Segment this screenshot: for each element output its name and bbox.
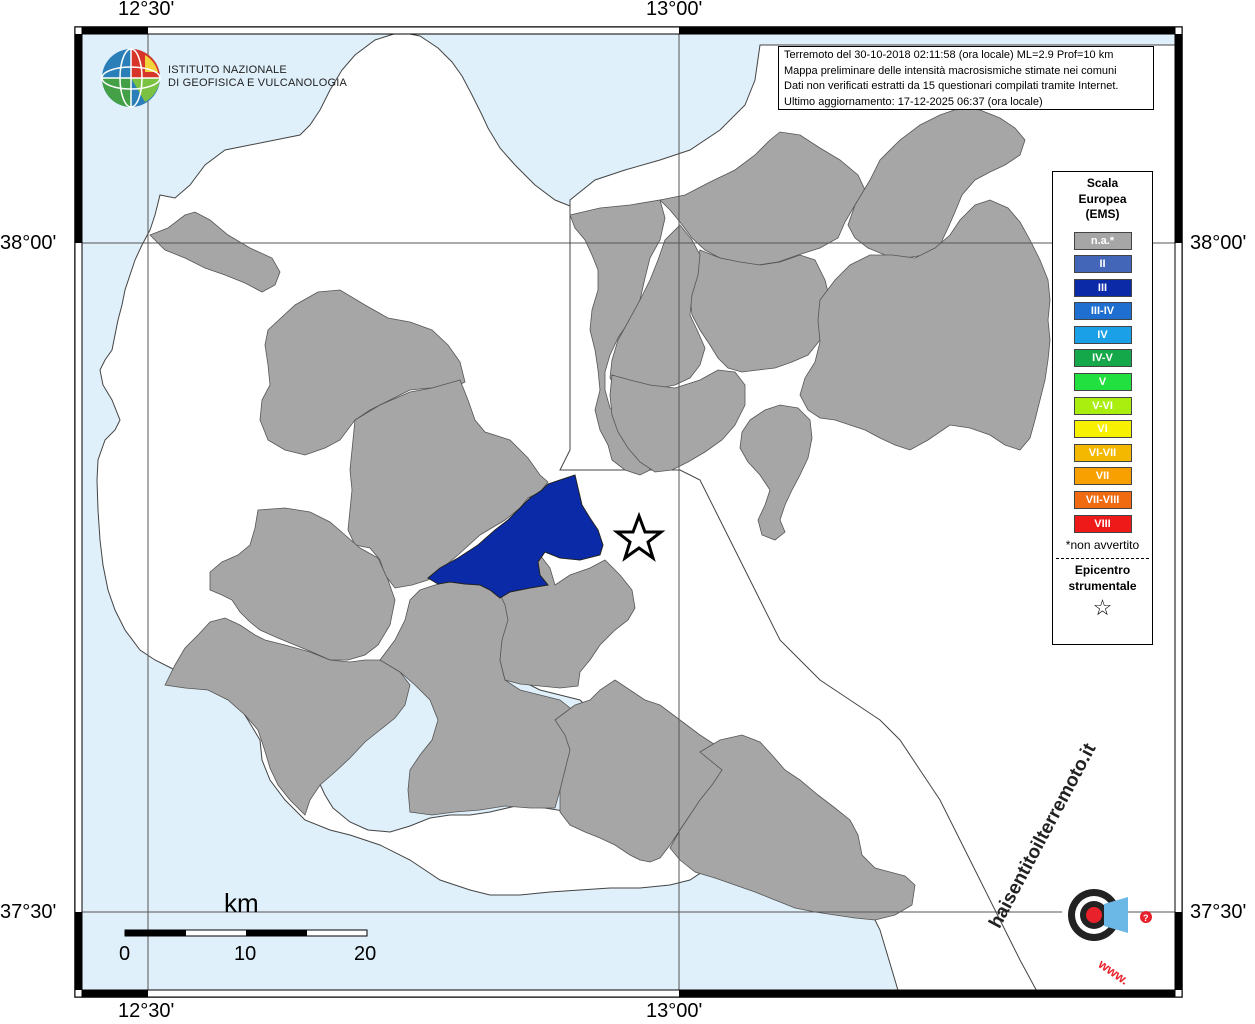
info-line-2: Mappa preliminare delle intensità macros… [784, 64, 1117, 77]
legend-separator [1056, 558, 1149, 560]
legend-item-12: VIII [1073, 514, 1132, 533]
epicenter-star-icon[interactable] [612, 511, 666, 562]
scale-bar-title: km [224, 888, 259, 918]
legend-item-7: V-VI [1073, 396, 1132, 415]
legend-title-line1: Scala [1086, 176, 1119, 190]
municipality-na[interactable] [659, 131, 866, 266]
ingv-globe-icon [101, 48, 161, 108]
scale-tick-10: 10 [234, 943, 257, 965]
coord-bottom-right: 13°00' [646, 1000, 703, 1022]
legend-items: n.a.* II III III-IV IV IV-V V V-VI VI VI-VII VII VI… [1053, 231, 1152, 533]
municipality-na[interactable] [347, 379, 549, 589]
info-line-1: Terremoto del 30-10-2018 02:11:58 (ora l… [784, 49, 1114, 61]
legend-item-11: VII-VIII [1073, 491, 1132, 510]
coord-left-lower: 37°30' [0, 901, 57, 923]
scale-tick-20: 20 [354, 943, 377, 965]
legend-epicenter-line1: Epicentro [1074, 563, 1131, 578]
municipality-na[interactable] [689, 249, 831, 373]
municipality-na[interactable] [164, 617, 411, 816]
municipality-na[interactable] [497, 554, 636, 689]
municipality-na[interactable] [259, 289, 466, 456]
legend-item-6: V [1073, 373, 1132, 392]
municipality-na[interactable] [609, 224, 706, 396]
coord-right-upper: 38°00' [1190, 232, 1247, 254]
graticule [81, 33, 1176, 991]
municipality-na[interactable] [669, 734, 916, 921]
coord-top-left: 12°30' [118, 0, 175, 20]
map-frame [74, 26, 1183, 998]
legend-item-0: n.a.* [1073, 231, 1132, 250]
coord-top-right: 13°00' [646, 0, 703, 20]
legend-epicenter-line2: strumentale [1068, 579, 1137, 594]
coord-bottom-left: 12°30' [118, 1000, 175, 1022]
municipality-na[interactable] [799, 199, 1051, 451]
municipality-na[interactable] [209, 507, 396, 661]
legend-epicenter: Epicentro strumentale [1053, 562, 1152, 594]
legend-item-4: IV [1073, 325, 1132, 344]
ingv-logo-line1: ISTITUTO NAZIONALE [168, 64, 287, 76]
info-line-4: Ultimo aggiornamento: 17-12-2025 06:37 (… [784, 95, 1043, 108]
legend-item-9: VI-VII [1073, 443, 1132, 462]
municipality-felt-III[interactable] [427, 474, 604, 599]
info-line-3: Dati non verificati estratti da 15 quest… [784, 80, 1119, 92]
hst-logo-icon: ? [1062, 883, 1152, 947]
scale-tick-0: 0 [119, 943, 131, 965]
legend-title: Scala Europea (EMS) [1053, 176, 1152, 223]
legend: Scala Europea (EMS) n.a.* II III III-IV IV IV… [1052, 171, 1153, 645]
svg-text:?: ? [1143, 913, 1149, 923]
legend-note: *non avvertito [1065, 538, 1140, 553]
legend-item-5: IV-V [1073, 349, 1132, 368]
legend-item-3: III-IV [1073, 302, 1132, 321]
municipalities-na [149, 107, 1051, 921]
municipality-na[interactable] [149, 211, 281, 293]
municipality-na[interactable] [609, 369, 746, 473]
legend-star-icon: ☆ [1092, 595, 1113, 621]
legend-title-line2: Europea [1078, 191, 1127, 206]
info-box: Terremoto del 30-10-2018 02:11:58 (ora l… [778, 46, 1154, 110]
coord-left-upper: 38°00' [0, 232, 57, 254]
ingv-logo-line2: DI GEOFISICA E VULCANOLOGIA [168, 77, 347, 89]
coord-right-lower: 37°30' [1190, 901, 1247, 923]
legend-item-8: VI [1073, 420, 1132, 439]
legend-item-2: III [1073, 278, 1132, 297]
legend-title-line3: (EMS) [1085, 207, 1120, 221]
legend-item-10: VII [1073, 467, 1132, 486]
ingv-logo-text: ISTITUTO NAZIONALE DI GEOFISICA E VULCAN… [168, 64, 347, 90]
scale-bar [124, 929, 368, 937]
legend-item-1: II [1073, 255, 1132, 274]
municipality-na[interactable] [739, 404, 813, 541]
